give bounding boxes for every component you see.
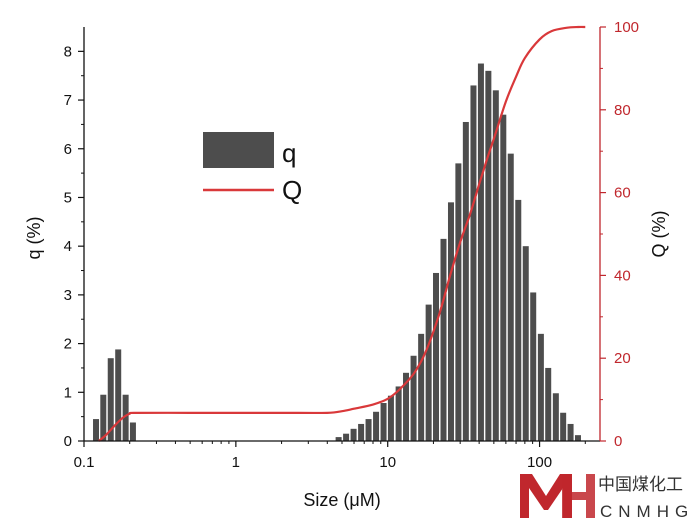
bar bbox=[462, 121, 469, 441]
bar bbox=[387, 395, 394, 441]
bar bbox=[93, 419, 100, 441]
left-tick-label: 7 bbox=[64, 92, 72, 109]
bar bbox=[358, 423, 365, 441]
x-tick-label: 10 bbox=[379, 454, 396, 471]
right-tick-label: 20 bbox=[614, 350, 631, 367]
bar bbox=[433, 272, 440, 441]
left-tick-label: 2 bbox=[64, 336, 72, 353]
legend-swatch-q bbox=[203, 132, 274, 168]
bar bbox=[373, 411, 380, 441]
x-tick-label: 0.1 bbox=[74, 454, 95, 471]
bar bbox=[537, 333, 544, 441]
left-tick-label: 4 bbox=[64, 238, 72, 255]
bar bbox=[440, 238, 447, 441]
bar bbox=[350, 428, 357, 441]
bar bbox=[107, 358, 114, 441]
bar bbox=[522, 246, 529, 441]
bar bbox=[343, 433, 350, 441]
bar bbox=[455, 163, 462, 441]
right-axis-ticks: 0 20 40 60 80 100 bbox=[600, 19, 639, 450]
watermark-logo bbox=[520, 474, 595, 518]
bar bbox=[380, 403, 387, 441]
left-tick-label: 0 bbox=[64, 433, 72, 450]
bar bbox=[100, 394, 107, 441]
x-tick-label: 1 bbox=[232, 454, 240, 471]
x-axis-title: Size (μM) bbox=[303, 490, 380, 510]
bar bbox=[515, 199, 522, 441]
right-axis-title: Q (%) bbox=[649, 211, 669, 258]
bar bbox=[552, 393, 559, 441]
bar bbox=[507, 153, 514, 441]
left-tick-label: 6 bbox=[64, 141, 72, 158]
bar bbox=[447, 202, 454, 441]
left-tick-label: 8 bbox=[64, 43, 72, 60]
x-tick-label: 100 bbox=[527, 454, 552, 471]
bar bbox=[335, 437, 342, 441]
left-tick-label: 5 bbox=[64, 189, 72, 206]
bar bbox=[530, 292, 537, 441]
bar-series-q bbox=[93, 63, 581, 442]
right-tick-label: 60 bbox=[614, 185, 631, 202]
bar bbox=[470, 85, 477, 441]
x-axis-ticks: 0.1 1 10 100 bbox=[74, 441, 586, 471]
bar bbox=[485, 70, 492, 441]
bar bbox=[115, 349, 122, 441]
bar bbox=[395, 386, 402, 441]
right-tick-label: 100 bbox=[614, 19, 639, 36]
left-axis-title: q (%) bbox=[24, 216, 44, 259]
left-tick-label: 1 bbox=[64, 384, 72, 401]
bar bbox=[122, 394, 129, 441]
right-tick-label: 0 bbox=[614, 433, 622, 450]
bar bbox=[365, 419, 372, 441]
bar bbox=[477, 63, 484, 441]
bar bbox=[129, 422, 136, 441]
legend-label-q: q bbox=[282, 138, 296, 168]
right-tick-label: 80 bbox=[614, 102, 631, 119]
left-axis-ticks: 0 1 2 3 4 5 6 7 8 bbox=[64, 43, 84, 450]
line-series-Q bbox=[98, 25, 586, 442]
bar bbox=[500, 114, 507, 442]
bar bbox=[545, 367, 552, 441]
bar bbox=[567, 423, 574, 441]
watermark: 中国煤化工 CNMHG bbox=[520, 474, 688, 521]
bar bbox=[403, 372, 410, 441]
watermark-english: CNMHG bbox=[600, 502, 688, 521]
legend-label-Q: Q bbox=[282, 175, 302, 205]
watermark-chinese: 中国煤化工 bbox=[598, 475, 683, 495]
bar bbox=[418, 333, 425, 441]
bar bbox=[492, 90, 499, 441]
bar bbox=[560, 412, 567, 441]
left-tick-label: 3 bbox=[64, 287, 72, 304]
bar bbox=[425, 304, 432, 441]
bar bbox=[574, 435, 581, 441]
right-tick-label: 40 bbox=[614, 267, 631, 284]
bar bbox=[410, 355, 417, 441]
legend: q Q bbox=[203, 132, 302, 205]
